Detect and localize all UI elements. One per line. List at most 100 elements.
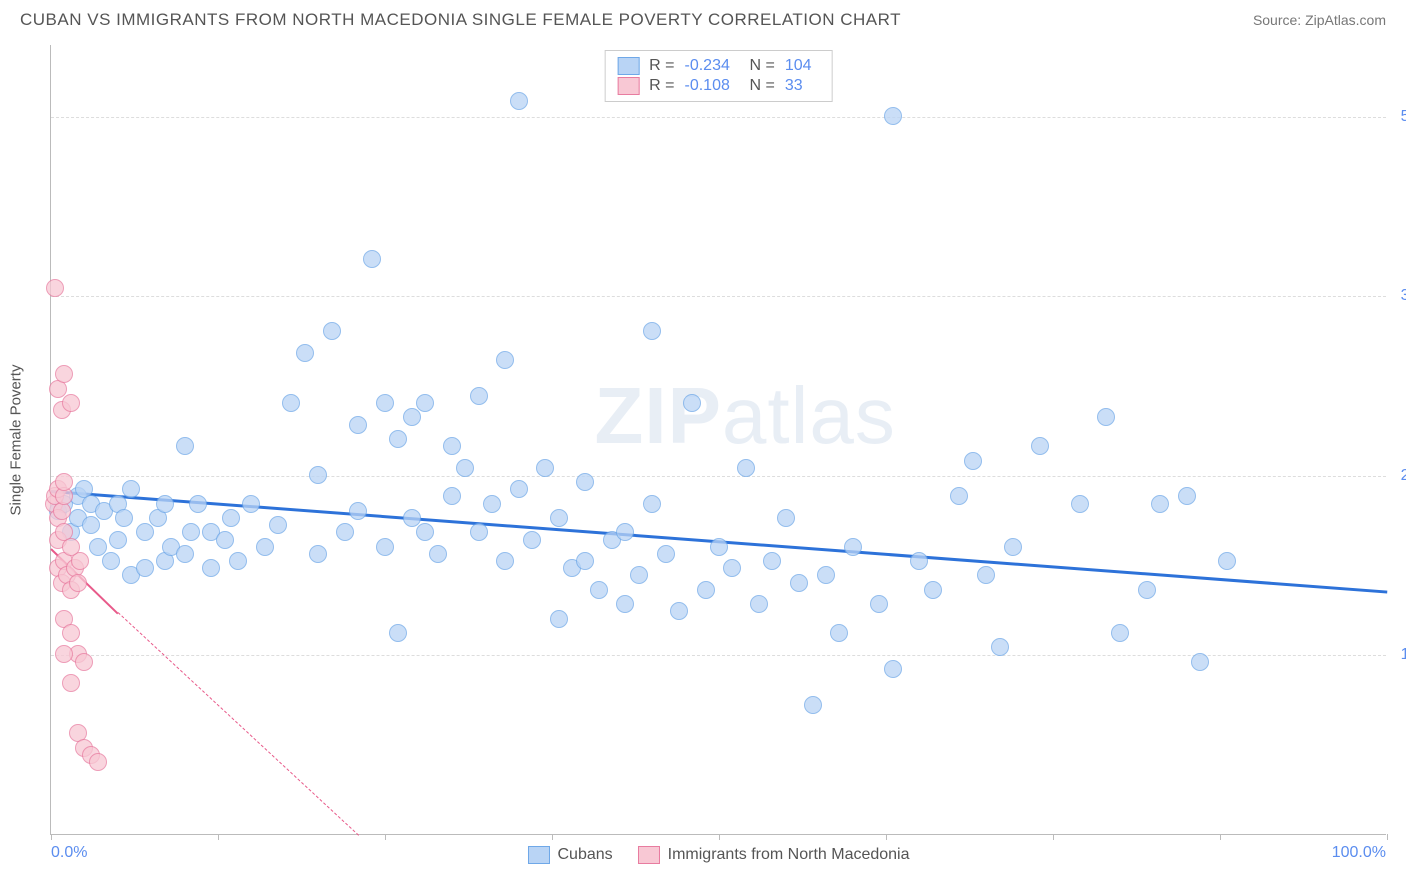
data-point [576, 473, 594, 491]
x-tick [1220, 834, 1221, 840]
data-point [844, 538, 862, 556]
stat-n-value: 104 [785, 57, 820, 75]
data-point [242, 495, 260, 513]
data-point [122, 480, 140, 498]
legend-swatch [527, 846, 549, 864]
stat-r-label: R = [649, 77, 674, 95]
data-point [62, 538, 80, 556]
chart-source: Source: ZipAtlas.com [1253, 12, 1386, 28]
data-point [55, 645, 73, 663]
data-point [282, 394, 300, 412]
data-point [536, 459, 554, 477]
data-point [924, 581, 942, 599]
data-point [777, 509, 795, 527]
data-point [884, 660, 902, 678]
data-point [82, 516, 100, 534]
x-tick [1053, 834, 1054, 840]
data-point [136, 523, 154, 541]
data-point [136, 559, 154, 577]
gridline-h [51, 296, 1386, 297]
data-point [510, 480, 528, 498]
data-point [89, 753, 107, 771]
y-tick-label: 12.5% [1401, 646, 1406, 664]
data-point [349, 416, 367, 434]
data-point [62, 674, 80, 692]
data-point [723, 559, 741, 577]
data-point [429, 545, 447, 563]
data-point [1071, 495, 1089, 513]
data-point [269, 516, 287, 534]
data-point [456, 459, 474, 477]
data-point [182, 523, 200, 541]
data-point [590, 581, 608, 599]
legend-label: Immigrants from North Macedonia [668, 846, 910, 864]
data-point [750, 595, 768, 613]
data-point [309, 545, 327, 563]
data-point [55, 473, 73, 491]
data-point [817, 566, 835, 584]
gridline-h [51, 476, 1386, 477]
data-point [102, 552, 120, 570]
stat-r-value: -0.234 [685, 57, 740, 75]
data-point [496, 351, 514, 369]
data-point [991, 638, 1009, 656]
gridline-h [51, 117, 1386, 118]
x-tick [1387, 834, 1388, 840]
data-point [416, 394, 434, 412]
data-point [389, 430, 407, 448]
x-tick [886, 834, 887, 840]
legend-item: Immigrants from North Macedonia [638, 846, 910, 864]
data-point [1178, 487, 1196, 505]
stat-r-label: R = [649, 57, 674, 75]
data-point [109, 531, 127, 549]
data-point [523, 531, 541, 549]
data-point [115, 509, 133, 527]
gridline-h [51, 655, 1386, 656]
data-point [62, 394, 80, 412]
data-point [737, 459, 755, 477]
data-point [616, 523, 634, 541]
data-point [630, 566, 648, 584]
x-axis-end-label: 100.0% [1332, 844, 1386, 862]
data-point [176, 437, 194, 455]
data-point [376, 538, 394, 556]
data-point [790, 574, 808, 592]
stat-n-label: N = [750, 57, 775, 75]
data-point [576, 552, 594, 570]
data-point [75, 653, 93, 671]
data-point [349, 502, 367, 520]
data-point [62, 624, 80, 642]
data-point [296, 344, 314, 362]
data-point [496, 552, 514, 570]
data-point [1111, 624, 1129, 642]
data-point [657, 545, 675, 563]
data-point [950, 487, 968, 505]
data-point [89, 538, 107, 556]
data-point [1004, 538, 1022, 556]
x-tick [552, 834, 553, 840]
chart-title: CUBAN VS IMMIGRANTS FROM NORTH MACEDONIA… [20, 10, 901, 30]
x-axis-start-label: 0.0% [51, 844, 87, 862]
data-point [1218, 552, 1236, 570]
stat-n-label: N = [750, 77, 775, 95]
data-point [363, 250, 381, 268]
data-point [964, 452, 982, 470]
data-point [202, 559, 220, 577]
data-point [697, 581, 715, 599]
stat-r-value: -0.108 [685, 77, 740, 95]
data-point [550, 509, 568, 527]
data-point [804, 696, 822, 714]
y-tick-label: 37.5% [1401, 287, 1406, 305]
legend-swatch [617, 57, 639, 75]
data-point [156, 495, 174, 513]
x-tick [218, 834, 219, 840]
data-point [55, 365, 73, 383]
data-point [176, 545, 194, 563]
data-point [470, 523, 488, 541]
data-point [256, 538, 274, 556]
data-point [550, 610, 568, 628]
data-point [376, 394, 394, 412]
data-point [336, 523, 354, 541]
data-point [643, 322, 661, 340]
data-point [389, 624, 407, 642]
